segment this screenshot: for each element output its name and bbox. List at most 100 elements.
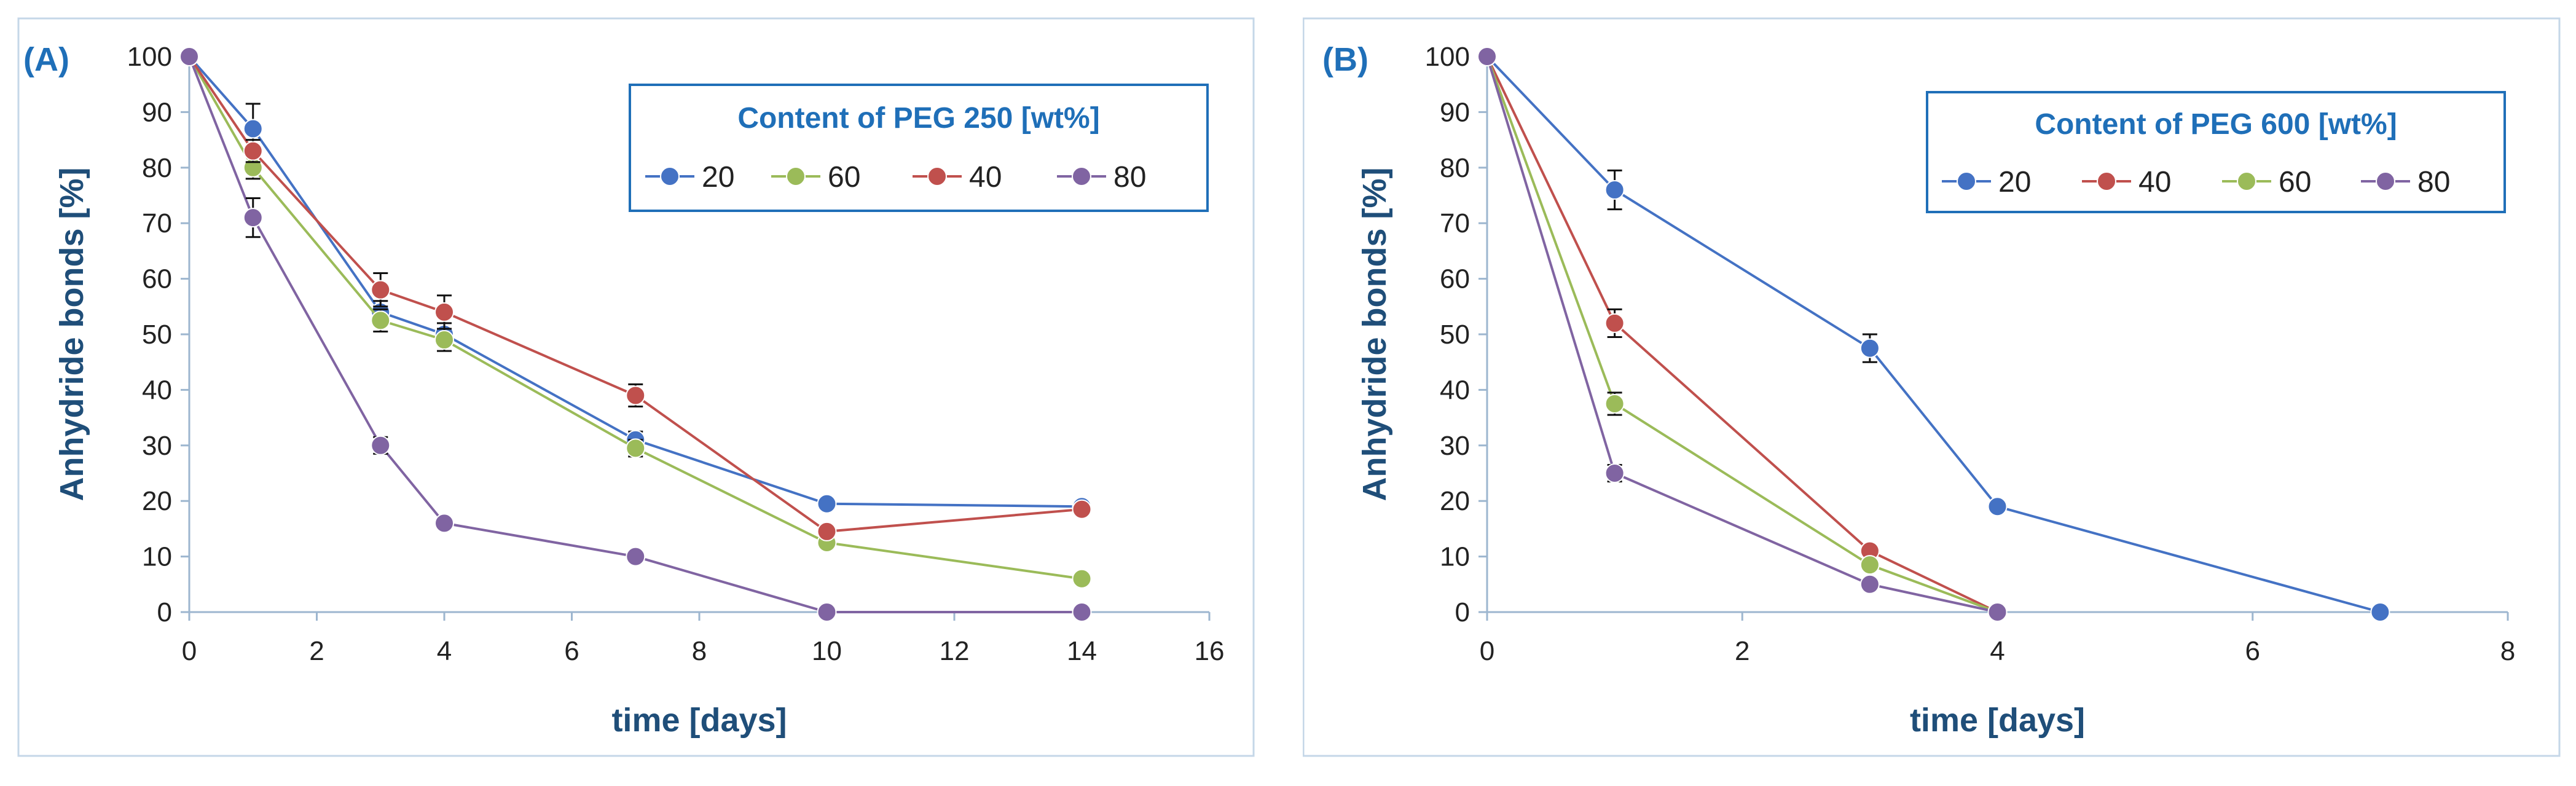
x-axis-title: time [days] — [611, 702, 787, 739]
y-tick-label: 50 — [1440, 320, 1470, 350]
data-point — [1072, 499, 1092, 519]
y-tick-label: 50 — [142, 320, 172, 350]
x-tick-label: 12 — [940, 636, 970, 666]
x-tick-label: 6 — [2245, 636, 2260, 666]
data-point — [817, 602, 837, 622]
x-tick-label: 2 — [309, 636, 324, 666]
data-point — [1072, 568, 1092, 589]
series-line — [1486, 56, 1998, 613]
series-80 — [1477, 47, 2008, 622]
chart-panel-b: 0 10 20 30 40 50 60 70 80 90 100 0 2 4 6 8 time [days] An… — [1302, 0, 2576, 776]
y-axis-title: Anhydride bonds [%] — [53, 168, 90, 501]
y-tick-label: 40 — [1440, 375, 1470, 405]
legend-entry-label: 40 — [969, 161, 1002, 194]
x-tick-label: 4 — [1990, 636, 2005, 666]
legend-entry-label: 60 — [828, 161, 860, 194]
x-tick-label: 0 — [182, 636, 197, 666]
data-point — [1987, 497, 2008, 517]
y-axis-title: Anhydride bonds [%] — [1356, 168, 1393, 501]
data-point — [626, 546, 646, 567]
data-point — [817, 521, 837, 541]
data-point — [1604, 463, 1625, 483]
legend-title: Content of PEG 600 [wt%] — [2035, 108, 2397, 141]
legend-entry-label: 20 — [702, 161, 734, 194]
series-line — [1486, 56, 1998, 613]
x-tick-label: 2 — [1735, 636, 1749, 666]
y-tick-label: 80 — [1440, 153, 1470, 183]
y-tick-label: 70 — [1440, 208, 1470, 238]
x-tick-label: 10 — [812, 636, 842, 666]
y-tick-label: 20 — [142, 486, 172, 516]
series-line — [1486, 56, 1998, 613]
data-point — [1859, 555, 1880, 575]
data-point — [434, 302, 454, 322]
y-tick-label: 30 — [142, 431, 172, 461]
y-tick-label: 90 — [1440, 97, 1470, 127]
legend-entry-label: 60 — [2279, 166, 2311, 198]
legend-swatch-marker — [1072, 167, 1091, 186]
data-point — [371, 280, 391, 300]
chart-panel-a: 0 10 20 30 40 50 60 70 80 90 100 0 2 4 6 8 10 12 14 16 time … — [0, 0, 1273, 776]
x-axis-title: time [days] — [1910, 702, 2085, 739]
data-point — [817, 493, 837, 514]
y-tick-label: 90 — [142, 97, 172, 127]
legend-box — [629, 84, 1209, 212]
legend: Content of PEG 600 [wt%]20 40 60 80 — [1926, 91, 2506, 213]
legend: Content of PEG 250 [wt%]20 60 40 80 — [629, 84, 1209, 212]
panel-label: (A) — [23, 41, 69, 78]
legend-swatch-marker — [927, 167, 947, 186]
chart-svg: 0 10 20 30 40 50 60 70 80 90 100 0 2 4 6 8 10 12 14 16 time … — [17, 17, 1255, 757]
y-tick-label: 0 — [157, 597, 172, 627]
data-point — [1072, 602, 1092, 622]
legend-entry-label: 40 — [2138, 166, 2171, 198]
legend-swatch-marker — [2376, 171, 2395, 191]
y-tick-label: 60 — [1440, 264, 1470, 294]
legend-swatch-marker — [2097, 171, 2116, 191]
data-point — [434, 330, 454, 350]
y-tick-label: 20 — [1440, 486, 1470, 516]
data-point — [1477, 47, 1497, 66]
series-80 — [179, 47, 1092, 622]
y-tick-label: 100 — [127, 42, 172, 72]
x-tick-label: 4 — [437, 636, 452, 666]
legend-title: Content of PEG 250 [wt%] — [737, 102, 1099, 135]
data-point — [1604, 313, 1625, 333]
legend-box — [1926, 91, 2506, 213]
x-tick-label: 8 — [692, 636, 707, 666]
y-tick-label: 0 — [1455, 597, 1470, 627]
y-tick-label: 40 — [142, 375, 172, 405]
y-tick-label: 10 — [1440, 542, 1470, 572]
y-tick-label: 70 — [142, 208, 172, 238]
legend-entry-label: 80 — [2417, 166, 2450, 198]
data-point — [243, 119, 263, 139]
chart-svg: 0 10 20 30 40 50 60 70 80 90 100 0 2 4 6 8 time [days] An… — [1302, 17, 2561, 757]
data-point — [1859, 574, 1880, 594]
x-tick-label: 8 — [2500, 636, 2515, 666]
data-point — [243, 208, 263, 228]
x-tick-label: 14 — [1067, 636, 1097, 666]
data-point — [179, 47, 199, 66]
x-tick-label: 16 — [1195, 636, 1225, 666]
y-tick-label: 60 — [142, 264, 172, 294]
legend-swatch-marker — [660, 167, 680, 186]
series-40 — [179, 47, 1092, 541]
data-point — [243, 141, 263, 161]
legend-swatch-marker — [1957, 171, 1976, 191]
legend-swatch-marker — [786, 167, 806, 186]
data-point — [1604, 394, 1625, 414]
x-tick-label: 6 — [564, 636, 579, 666]
data-point — [371, 310, 391, 331]
data-point — [626, 438, 646, 458]
legend-swatch-marker — [2237, 171, 2256, 191]
y-tick-label: 100 — [1425, 42, 1470, 72]
series-20 — [1477, 47, 2390, 622]
panel-label: (B) — [1322, 41, 1368, 78]
data-point — [371, 435, 391, 455]
legend-entry-label: 80 — [1113, 161, 1146, 194]
y-tick-label: 80 — [142, 153, 172, 183]
data-point — [1604, 179, 1625, 200]
y-tick-label: 30 — [1440, 431, 1470, 461]
x-tick-label: 0 — [1480, 636, 1494, 666]
y-tick-label: 10 — [142, 542, 172, 572]
data-point — [1859, 338, 1880, 358]
